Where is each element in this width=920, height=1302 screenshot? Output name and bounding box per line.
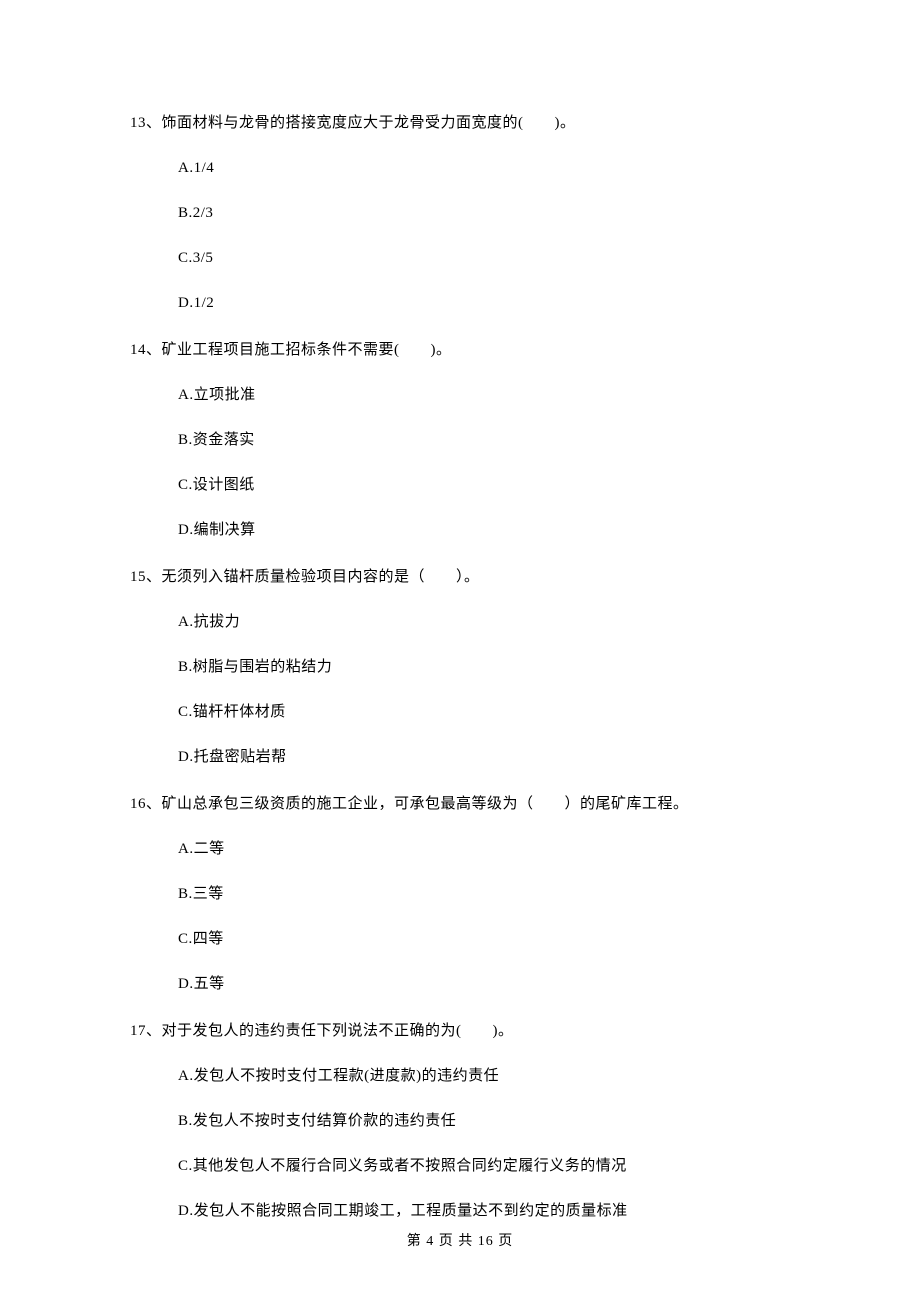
page-footer: 第 4 页 共 16 页 bbox=[0, 1230, 920, 1250]
option-d: D.发包人不能按照合同工期竣工，工程质量达不到约定的质量标准 bbox=[178, 1198, 790, 1225]
option-a: A.1/4 bbox=[178, 155, 790, 182]
option-b: B.2/3 bbox=[178, 200, 790, 227]
option-a: A.抗拔力 bbox=[178, 609, 790, 636]
question-16: 16、矿山总承包三级资质的施工企业，可承包最高等级为（ ）的尾矿库工程。 A.二… bbox=[130, 791, 790, 998]
question-15: 15、无须列入锚杆质量检验项目内容的是（ ）。 A.抗拔力 B.树脂与围岩的粘结… bbox=[130, 564, 790, 771]
question-14: 14、矿业工程项目施工招标条件不需要( )。 A.立项批准 B.资金落实 C.设… bbox=[130, 337, 790, 544]
question-stem: 13、饰面材料与龙骨的搭接宽度应大于龙骨受力面宽度的( )。 bbox=[130, 110, 790, 137]
option-d: D.1/2 bbox=[178, 290, 790, 317]
option-a: A.二等 bbox=[178, 836, 790, 863]
document-content: 13、饰面材料与龙骨的搭接宽度应大于龙骨受力面宽度的( )。 A.1/4 B.2… bbox=[130, 110, 790, 1225]
question-stem: 17、对于发包人的违约责任下列说法不正确的为( )。 bbox=[130, 1018, 790, 1045]
option-a: A.立项批准 bbox=[178, 382, 790, 409]
option-b: B.发包人不按时支付结算价款的违约责任 bbox=[178, 1108, 790, 1135]
option-c: C.设计图纸 bbox=[178, 472, 790, 499]
option-d: D.托盘密贴岩帮 bbox=[178, 744, 790, 771]
option-c: C.锚杆杆体材质 bbox=[178, 699, 790, 726]
question-13: 13、饰面材料与龙骨的搭接宽度应大于龙骨受力面宽度的( )。 A.1/4 B.2… bbox=[130, 110, 790, 317]
option-b: B.树脂与围岩的粘结力 bbox=[178, 654, 790, 681]
question-stem: 14、矿业工程项目施工招标条件不需要( )。 bbox=[130, 337, 790, 364]
question-17: 17、对于发包人的违约责任下列说法不正确的为( )。 A.发包人不按时支付工程款… bbox=[130, 1018, 790, 1225]
question-stem: 15、无须列入锚杆质量检验项目内容的是（ ）。 bbox=[130, 564, 790, 591]
option-d: D.五等 bbox=[178, 971, 790, 998]
option-a: A.发包人不按时支付工程款(进度款)的违约责任 bbox=[178, 1063, 790, 1090]
option-c: C.其他发包人不履行合同义务或者不按照合同约定履行义务的情况 bbox=[178, 1153, 790, 1180]
option-b: B.资金落实 bbox=[178, 427, 790, 454]
option-c: C.四等 bbox=[178, 926, 790, 953]
question-stem: 16、矿山总承包三级资质的施工企业，可承包最高等级为（ ）的尾矿库工程。 bbox=[130, 791, 790, 818]
option-c: C.3/5 bbox=[178, 245, 790, 272]
option-d: D.编制决算 bbox=[178, 517, 790, 544]
option-b: B.三等 bbox=[178, 881, 790, 908]
